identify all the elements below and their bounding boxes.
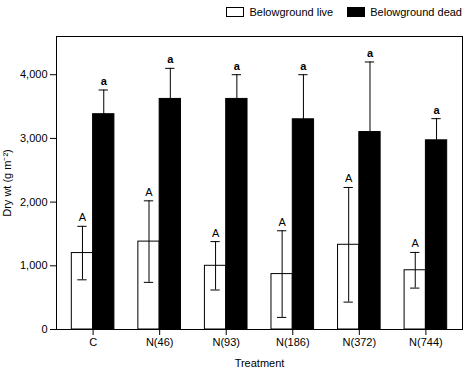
svg-text:N(186): N(186) bbox=[276, 336, 310, 348]
svg-text:N(744): N(744) bbox=[409, 336, 443, 348]
svg-text:Treatment: Treatment bbox=[235, 357, 285, 369]
html-text:Belowground dead: Belowground dead bbox=[370, 6, 462, 18]
svg-text:0: 0 bbox=[41, 323, 47, 335]
svg-text:A: A bbox=[145, 186, 153, 198]
svg-text:N(93): N(93) bbox=[212, 336, 240, 348]
svg-text:A: A bbox=[79, 211, 87, 223]
svg-text:1,000: 1,000 bbox=[20, 259, 48, 271]
svg-text:A: A bbox=[345, 172, 353, 184]
svg-text:C: C bbox=[89, 336, 97, 348]
svg-text:a: a bbox=[433, 104, 440, 116]
svg-text:A: A bbox=[412, 237, 420, 249]
html-text:Belowground live: Belowground live bbox=[249, 6, 334, 18]
svg-text:N(46): N(46) bbox=[146, 336, 174, 348]
svg-text:a: a bbox=[234, 60, 241, 72]
svg-text:4,000: 4,000 bbox=[20, 68, 48, 80]
svg-text:a: a bbox=[101, 75, 108, 87]
svg-text:N(372): N(372) bbox=[343, 336, 377, 348]
svg-text:A: A bbox=[212, 227, 220, 239]
svg-text:a: a bbox=[367, 47, 374, 59]
svg-text:A: A bbox=[278, 216, 286, 228]
svg-text:a: a bbox=[300, 60, 307, 72]
svg-text:2,000: 2,000 bbox=[20, 196, 48, 208]
svg-text:Dry wt (g m⁻²): Dry wt (g m⁻²) bbox=[1, 149, 13, 217]
svg-text:3,000: 3,000 bbox=[20, 132, 48, 144]
svg-text:a: a bbox=[167, 53, 174, 65]
